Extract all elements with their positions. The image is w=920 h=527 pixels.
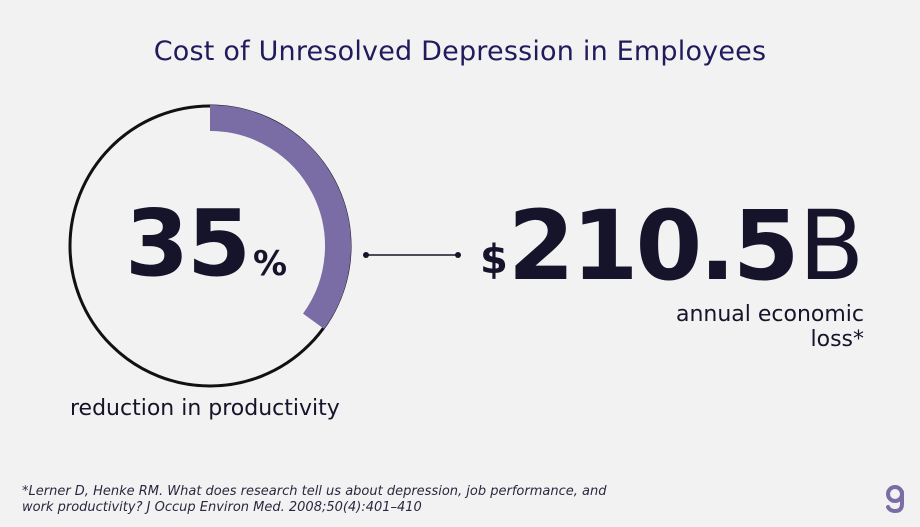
connector-dot-left: [363, 252, 369, 258]
economic-loss-value: 210.5: [507, 190, 800, 302]
page-title: Cost of Unresolved Depression in Employe…: [153, 36, 767, 67]
ring-progress-arc: [209, 105, 351, 329]
footnote-citation: *Lerner D, Henke RM. What does research …: [22, 484, 607, 515]
progress-ring: [68, 104, 352, 388]
productivity-value: 35: [124, 190, 251, 297]
economic-loss-label: annual economic loss*: [675, 302, 864, 352]
currency-symbol: $: [480, 237, 508, 283]
connector-line: [363, 252, 461, 258]
economic-loss-unit: B: [798, 190, 865, 302]
productivity-stat: 35%: [66, 198, 346, 290]
g-logo-icon: [886, 485, 904, 514]
connector-dot-right: [455, 252, 461, 258]
percent-symbol: %: [252, 244, 288, 284]
productivity-label: reduction in productivity: [70, 396, 340, 421]
economic-loss-stat: $210.5B: [480, 198, 864, 294]
